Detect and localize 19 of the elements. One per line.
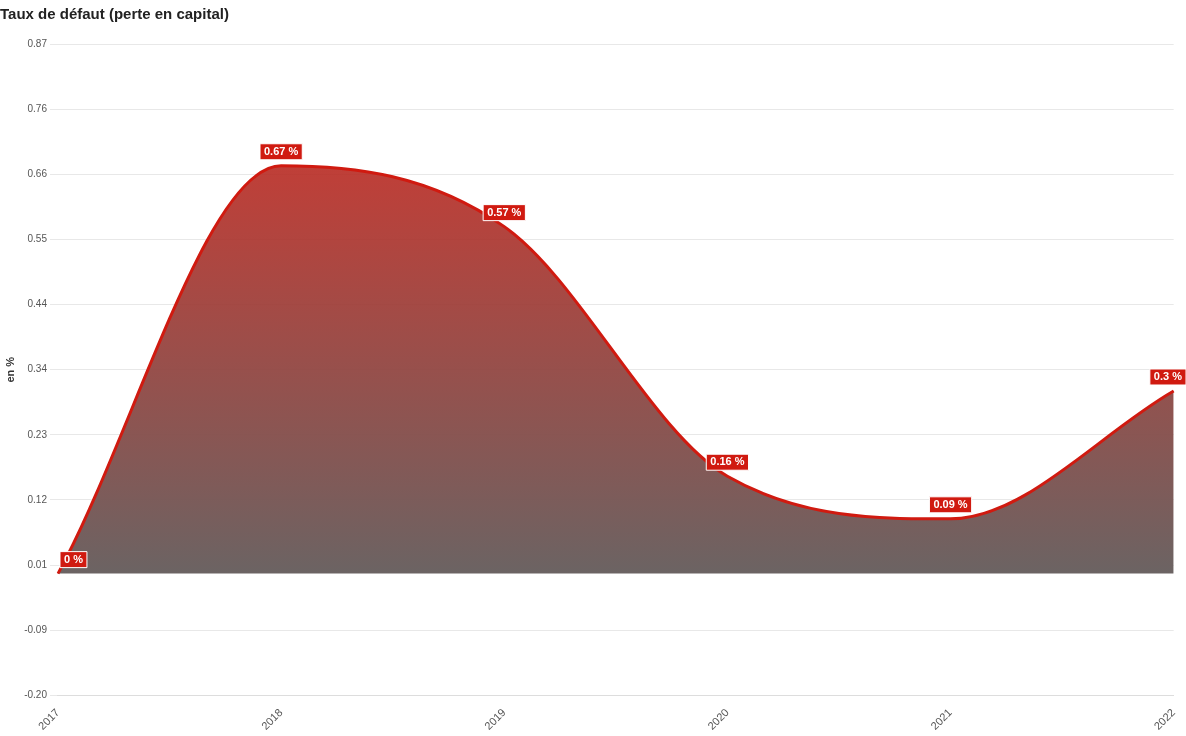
y-tick-label: 0.34 [27, 363, 48, 375]
data-label: 0.16 % [710, 455, 745, 468]
y-tick-label: 0.12 [27, 493, 48, 505]
chart-title: Taux de défaut (perte en capital) [0, 5, 229, 23]
y-tick-label: 0.76 [27, 102, 48, 114]
y-tick-label: 0.01 [27, 558, 48, 570]
y-tick-label: 0.66 [27, 168, 48, 180]
data-label: 0.67 % [264, 144, 299, 157]
y-tick-label: 0.44 [27, 298, 48, 310]
y-tick-label: -0.20 [24, 689, 48, 701]
data-label: 0.09 % [933, 497, 968, 510]
data-label: 0 % [63, 552, 84, 565]
y-tick-label: -0.09 [24, 623, 48, 635]
y-tick-label: 0.87 [27, 37, 48, 49]
data-label: 0.57 % [487, 205, 522, 218]
y-tick-label: 0.55 [27, 233, 48, 245]
y-axis-title: en % [3, 356, 16, 383]
data-label: 0.3 % [1153, 370, 1183, 383]
y-tick-label: 0.23 [27, 428, 48, 440]
